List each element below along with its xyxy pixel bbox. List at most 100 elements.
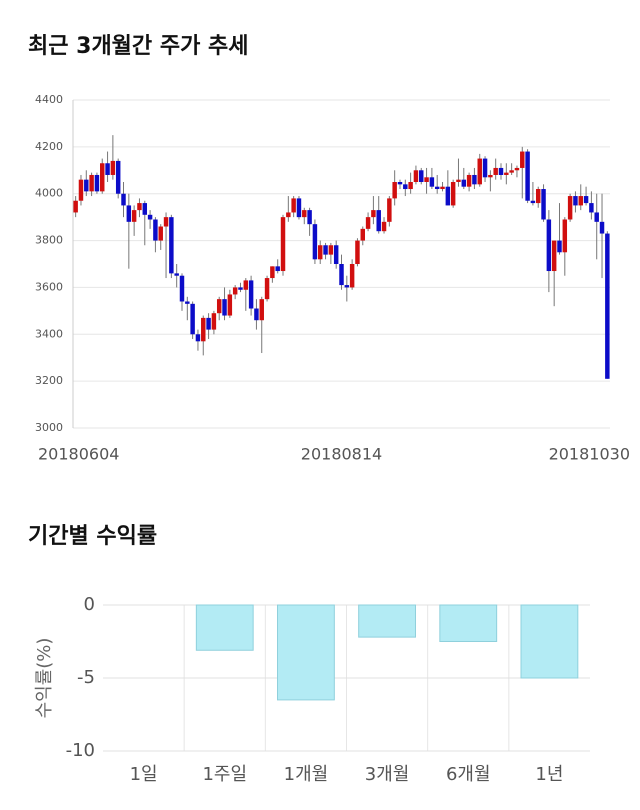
candle-body xyxy=(317,245,323,260)
candle-body xyxy=(195,334,201,342)
candle-body xyxy=(376,210,381,232)
candle-body xyxy=(158,226,163,241)
candle-body xyxy=(461,179,467,187)
candle-body xyxy=(551,240,557,272)
candle-body xyxy=(323,245,328,255)
candle-body xyxy=(530,200,536,204)
candle-body xyxy=(594,212,599,222)
candle-body xyxy=(201,317,206,342)
x-tick-label: 3개월 xyxy=(365,764,410,785)
candle-body xyxy=(73,200,78,213)
y-tick-label: 4200 xyxy=(35,140,63,153)
candle-body xyxy=(349,264,355,288)
candle-body xyxy=(413,170,419,182)
candle-body xyxy=(211,313,217,330)
candle-body xyxy=(142,203,148,215)
candle-body xyxy=(535,189,541,204)
candle-body xyxy=(520,151,525,168)
candle-body xyxy=(440,186,445,190)
candle-body xyxy=(131,210,137,222)
chart-title: 기간별 수익률 xyxy=(28,524,157,549)
y-tick-label: 4400 xyxy=(35,93,63,106)
x-tick-label: 20180814 xyxy=(301,445,382,464)
candle-body xyxy=(562,219,568,253)
candle-body xyxy=(365,217,371,229)
candle-body xyxy=(573,196,578,206)
candle-body xyxy=(126,205,132,222)
candle-body xyxy=(392,182,397,199)
x-tick-label: 20180604 xyxy=(38,445,119,464)
bar xyxy=(439,604,498,642)
candle-body xyxy=(509,170,514,173)
bar xyxy=(277,604,335,701)
candle-body xyxy=(147,214,153,220)
candle-body xyxy=(456,179,461,182)
candle-body xyxy=(174,273,179,276)
x-tick-label: 1일 xyxy=(130,764,158,785)
candle-body xyxy=(185,301,190,304)
y-tick-label: -10 xyxy=(66,740,95,761)
candle-body xyxy=(599,221,605,234)
candle-body xyxy=(275,266,280,272)
candle-body xyxy=(589,203,594,213)
candle-body xyxy=(206,317,211,330)
x-tick-label: 1주일 xyxy=(202,764,247,785)
candle-body xyxy=(482,158,488,178)
candle-body xyxy=(498,167,504,175)
y-tick-label: 3600 xyxy=(35,280,63,293)
candle-body xyxy=(578,196,583,206)
bar xyxy=(195,604,254,651)
y-tick-label: 3200 xyxy=(35,374,63,387)
candle-body xyxy=(397,182,403,185)
candle-body xyxy=(259,299,264,321)
candle-body xyxy=(110,160,116,175)
candle-body xyxy=(434,186,440,190)
x-tick-label: 20181030 xyxy=(549,445,630,464)
candle-body xyxy=(504,172,509,175)
candle-body xyxy=(541,189,546,220)
chart-title: 최근 3개월간 주가 추세 xyxy=(28,34,248,59)
candle-body xyxy=(94,174,100,192)
bar xyxy=(520,604,579,679)
candle-body xyxy=(450,182,456,206)
candle-body xyxy=(514,167,520,171)
candle-body xyxy=(429,177,435,187)
candle-body xyxy=(466,174,472,187)
candle-body xyxy=(238,287,243,290)
candle-body xyxy=(227,294,233,316)
candle-body xyxy=(307,210,312,225)
candle-body xyxy=(445,186,451,206)
candle-body xyxy=(121,193,126,206)
candle-body xyxy=(78,179,84,201)
candle-body xyxy=(546,219,552,272)
y-axis-label: 수익률(%) xyxy=(34,638,55,719)
candle-body xyxy=(605,233,610,379)
candle-body xyxy=(355,240,360,264)
candle-body xyxy=(493,167,498,175)
candle-body xyxy=(424,177,429,182)
candle-body xyxy=(381,221,387,232)
candle-body xyxy=(344,285,350,288)
x-tick-label: 1개월 xyxy=(284,764,329,785)
candle-body xyxy=(296,198,302,218)
x-tick-label: 6개월 xyxy=(446,764,491,785)
candle-body xyxy=(312,224,318,260)
candle-body xyxy=(243,280,249,290)
candle-body xyxy=(169,217,174,274)
y-tick-label: 3800 xyxy=(35,234,63,247)
candle-body xyxy=(179,275,185,302)
y-tick-label: 0 xyxy=(84,594,95,615)
candle-body xyxy=(89,174,94,192)
candle-body xyxy=(137,203,142,211)
candle-body xyxy=(291,198,296,213)
candle-body xyxy=(163,217,169,227)
candle-body xyxy=(477,158,482,185)
y-tick-label: 4000 xyxy=(35,187,63,200)
candle-body xyxy=(583,196,589,204)
candle-body xyxy=(472,174,477,185)
candle-body xyxy=(84,179,89,192)
candle-body xyxy=(264,278,270,300)
y-tick-label: 3400 xyxy=(35,327,63,340)
